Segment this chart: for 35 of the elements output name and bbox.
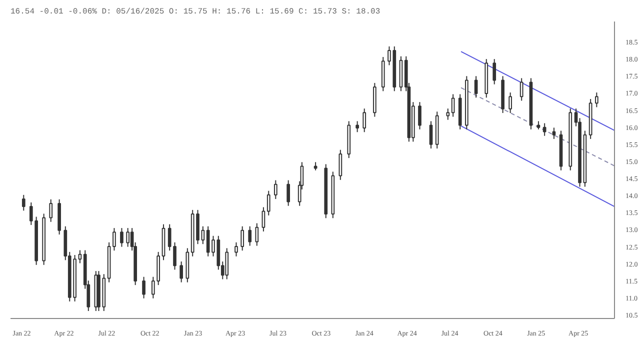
candlestick: [262, 206, 266, 232]
candlestick: [78, 250, 82, 264]
candlestick: [508, 92, 512, 114]
candlestick: [248, 226, 252, 246]
candlestick: [474, 76, 478, 98]
candlestick: [22, 194, 26, 212]
candlestick: [173, 242, 176, 270]
candlestick: [418, 102, 422, 130]
candlestick: [362, 108, 366, 133]
candlestick: [180, 260, 183, 283]
candlestick: [168, 224, 172, 252]
candlestick: [151, 276, 155, 299]
candlestick: [49, 198, 53, 222]
candlestick: [429, 120, 433, 149]
candlestick: [356, 120, 359, 133]
candlestick: [112, 228, 116, 252]
candlestick: [492, 58, 496, 85]
candlestick: [552, 127, 556, 140]
candlestick: [594, 92, 598, 108]
candlestick: [142, 276, 146, 299]
chart-title: 16.54 -0.01 -0.06% D: 05/16/2025 O: 15.75 H: 15.76 L: 15.69 C: 15.73 S: 18.03: [10, 8, 380, 16]
candlestick: [446, 108, 450, 120]
candlestick: [120, 228, 124, 248]
candlestick: [126, 228, 130, 248]
candlestick: [234, 242, 238, 257]
candlestick: [225, 248, 229, 280]
candlestick: [255, 222, 259, 246]
candlestick: [338, 149, 342, 180]
candlestick: [266, 190, 270, 216]
candlestick: [542, 122, 546, 136]
candlestick: [286, 180, 290, 206]
candlestick: [451, 94, 455, 118]
candlestick: [274, 180, 278, 200]
candlestick: [240, 226, 244, 252]
candlestick: [520, 78, 524, 102]
